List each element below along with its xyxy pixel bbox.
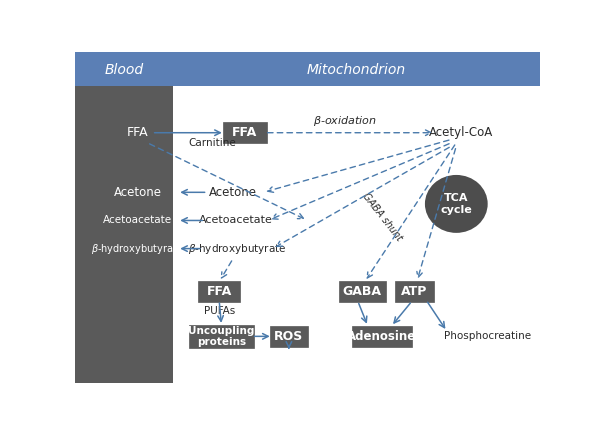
- Text: Acetoacetate: Acetoacetate: [199, 215, 272, 225]
- FancyBboxPatch shape: [173, 86, 540, 383]
- FancyBboxPatch shape: [223, 122, 267, 144]
- FancyBboxPatch shape: [395, 281, 434, 302]
- FancyBboxPatch shape: [189, 325, 254, 347]
- Text: Mitochondrion: Mitochondrion: [307, 63, 406, 77]
- FancyBboxPatch shape: [339, 281, 386, 302]
- Text: FFA: FFA: [232, 126, 257, 139]
- Text: Uncoupling
proteins: Uncoupling proteins: [188, 326, 254, 347]
- FancyBboxPatch shape: [352, 326, 412, 347]
- FancyBboxPatch shape: [75, 86, 173, 383]
- FancyBboxPatch shape: [75, 52, 540, 86]
- Text: ATP: ATP: [401, 285, 428, 298]
- Text: FFA: FFA: [127, 126, 149, 139]
- Text: PUFAs: PUFAs: [203, 306, 235, 316]
- Text: ROS: ROS: [274, 330, 304, 343]
- Text: $\beta$-oxidation: $\beta$-oxidation: [313, 114, 377, 128]
- Text: Acetyl-CoA: Acetyl-CoA: [429, 126, 493, 139]
- Text: TCA
cycle: TCA cycle: [440, 193, 472, 215]
- Text: GABA: GABA: [343, 285, 382, 298]
- Text: Blood: Blood: [104, 63, 143, 77]
- Text: Acetone: Acetone: [114, 186, 162, 199]
- Text: Adenosine: Adenosine: [347, 330, 416, 343]
- Ellipse shape: [425, 175, 488, 233]
- FancyBboxPatch shape: [198, 281, 240, 302]
- Text: Acetone: Acetone: [209, 186, 257, 199]
- FancyBboxPatch shape: [271, 326, 308, 347]
- Text: Phosphocreatine: Phosphocreatine: [444, 332, 531, 341]
- Text: GABA shunt: GABA shunt: [360, 191, 404, 243]
- Text: $\beta$-hydroxybutyrate: $\beta$-hydroxybutyrate: [91, 242, 184, 255]
- Text: $\beta$-hydroxybutyrate: $\beta$-hydroxybutyrate: [188, 242, 287, 255]
- Text: Acetoacetate: Acetoacetate: [103, 215, 172, 225]
- Text: FFA: FFA: [206, 285, 232, 298]
- Text: Carnitine: Carnitine: [188, 138, 236, 147]
